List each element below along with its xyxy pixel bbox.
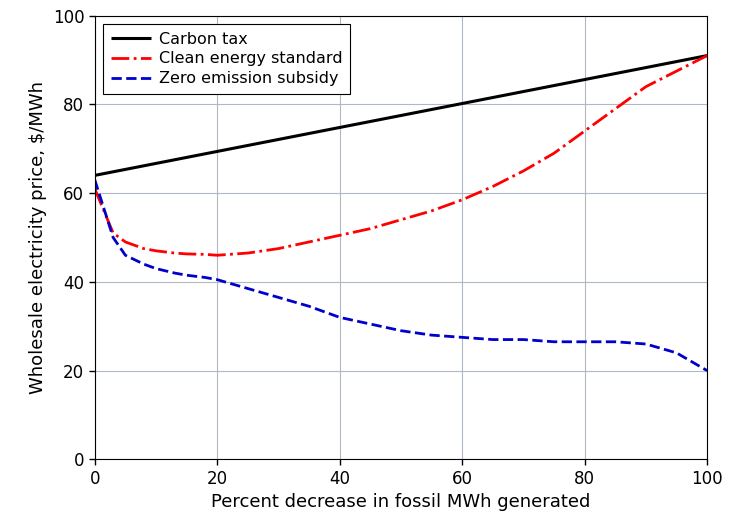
Zero emission subsidy [274, 294, 283, 301]
Zero emission subsidy [458, 334, 467, 340]
Zero emission subsidy [305, 303, 313, 310]
Carbon tax [274, 136, 283, 143]
Clean energy standard [397, 217, 405, 223]
Line: Clean energy standard: Clean energy standard [95, 55, 707, 255]
Clean energy standard [550, 150, 558, 157]
Carbon tax [458, 100, 467, 106]
Zero emission subsidy [243, 286, 252, 292]
Clean energy standard [152, 247, 160, 254]
Clean energy standard [427, 208, 436, 214]
Zero emission subsidy [335, 314, 344, 321]
Carbon tax [642, 64, 650, 70]
Carbon tax [397, 112, 405, 118]
Carbon tax [335, 124, 344, 130]
Zero emission subsidy [182, 272, 191, 278]
X-axis label: Percent decrease in fossil MWh generated: Percent decrease in fossil MWh generated [211, 493, 590, 512]
Clean energy standard [611, 105, 620, 112]
Clean energy standard [200, 251, 209, 257]
Zero emission subsidy [121, 252, 130, 258]
Line: Zero emission subsidy: Zero emission subsidy [95, 180, 707, 371]
Zero emission subsidy [580, 339, 589, 345]
Zero emission subsidy [366, 321, 375, 327]
Clean energy standard [213, 252, 222, 258]
Zero emission subsidy [397, 328, 405, 334]
Carbon tax [519, 88, 528, 94]
Clean energy standard [458, 197, 467, 203]
Zero emission subsidy [703, 367, 712, 374]
Clean energy standard [139, 245, 148, 252]
Clean energy standard [703, 52, 712, 58]
Clean energy standard [121, 239, 130, 245]
Clean energy standard [182, 251, 191, 257]
Zero emission subsidy [170, 270, 179, 276]
Zero emission subsidy [550, 339, 558, 345]
Clean energy standard [305, 239, 313, 245]
Carbon tax [90, 172, 99, 179]
Zero emission subsidy [152, 265, 160, 271]
Clean energy standard [274, 245, 283, 252]
Zero emission subsidy [519, 336, 528, 342]
Clean energy standard [672, 68, 681, 74]
Carbon tax [580, 76, 589, 82]
Clean energy standard [335, 232, 344, 239]
Carbon tax [121, 167, 130, 173]
Clean energy standard [170, 250, 179, 256]
Zero emission subsidy [139, 261, 148, 267]
Clean energy standard [90, 185, 99, 192]
Clean energy standard [109, 230, 117, 236]
Clean energy standard [488, 183, 497, 189]
Carbon tax [213, 148, 222, 155]
Zero emission subsidy [109, 234, 117, 241]
Clean energy standard [642, 84, 650, 90]
Legend: Carbon tax, Clean energy standard, Zero emission subsidy: Carbon tax, Clean energy standard, Zero … [103, 23, 350, 94]
Clean energy standard [366, 226, 375, 232]
Clean energy standard [519, 168, 528, 174]
Clean energy standard [243, 250, 252, 256]
Clean energy standard [580, 128, 589, 134]
Zero emission subsidy [427, 332, 436, 338]
Zero emission subsidy [642, 341, 650, 347]
Zero emission subsidy [200, 275, 209, 281]
Carbon tax [703, 52, 712, 58]
Zero emission subsidy [672, 350, 681, 356]
Zero emission subsidy [213, 277, 222, 283]
Zero emission subsidy [488, 336, 497, 342]
Zero emission subsidy [90, 176, 99, 183]
Y-axis label: Wholesale electricity price, $/MWh: Wholesale electricity price, $/MWh [29, 81, 47, 394]
Line: Carbon tax: Carbon tax [95, 55, 707, 175]
Zero emission subsidy [611, 339, 620, 345]
Carbon tax [152, 160, 160, 167]
